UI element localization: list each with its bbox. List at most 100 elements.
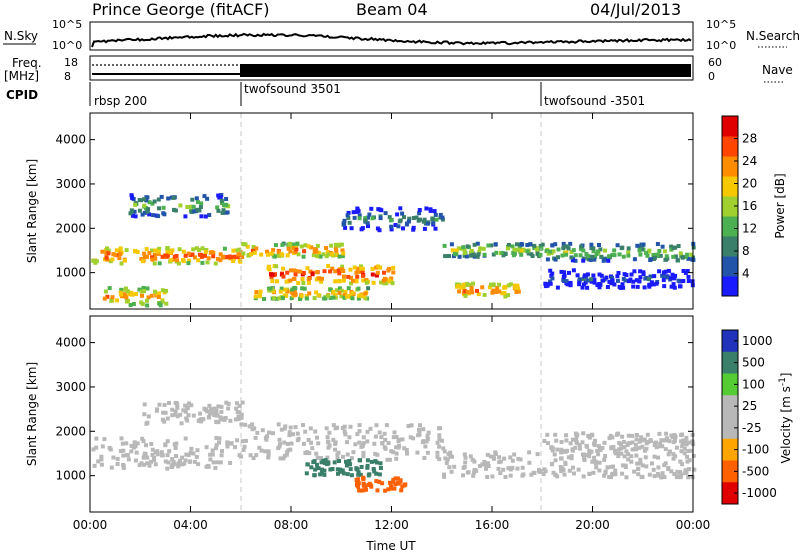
power-cell <box>276 250 281 254</box>
velocity-cell <box>546 441 550 446</box>
velocity-cell <box>452 464 457 469</box>
velocity-cell <box>210 448 215 453</box>
velocity-cell <box>226 406 231 411</box>
power-cell <box>634 278 639 283</box>
velocity-cell <box>372 469 377 474</box>
velocity-cell <box>132 440 137 445</box>
power-cell <box>342 293 347 298</box>
velocity-cell <box>645 432 650 437</box>
power-cell <box>658 253 663 258</box>
power-cell <box>350 296 355 301</box>
power-cell <box>172 254 177 259</box>
velocity-cell <box>185 405 190 410</box>
power-cell <box>333 295 338 300</box>
velocity-cell <box>145 461 150 466</box>
velocity-cell <box>620 434 625 439</box>
power-cell <box>641 242 646 247</box>
power-cell <box>491 252 496 257</box>
power-cell <box>626 253 631 258</box>
y-tick-label: 3000 <box>55 380 86 394</box>
power-cell <box>337 290 342 295</box>
velocity-cell <box>383 488 388 493</box>
power-cell <box>381 278 386 283</box>
velocity-cell <box>480 462 485 467</box>
velocity-cell <box>325 455 330 460</box>
power-cell <box>532 246 537 251</box>
power-cell <box>469 253 473 258</box>
power-cell <box>639 247 644 252</box>
velocity-cell <box>553 473 558 477</box>
velocity-colorbar-label-close: ] <box>779 373 793 378</box>
power-cell <box>117 256 122 261</box>
velocity-cell <box>160 417 165 422</box>
power-cell <box>315 270 320 275</box>
power-cell <box>401 226 405 231</box>
velocity-cell <box>316 466 321 471</box>
velocity-cell <box>672 433 677 438</box>
power-cell <box>231 248 236 253</box>
velocity-cell <box>328 467 333 472</box>
power-colorbar-swatch <box>722 156 738 177</box>
velocity-cell <box>226 401 231 406</box>
velocity-cell <box>613 472 618 477</box>
power-cell <box>234 248 239 253</box>
velocity-cell <box>235 438 240 443</box>
velocity-cell <box>613 448 617 453</box>
power-cell <box>438 212 443 217</box>
power-cell <box>505 246 510 251</box>
power-cell <box>339 288 344 293</box>
velocity-cell <box>308 426 313 431</box>
velocity-cell <box>288 447 293 452</box>
power-cell <box>361 273 366 278</box>
power-cell <box>503 285 508 290</box>
velocity-cell <box>354 478 359 482</box>
power-cell <box>672 276 677 281</box>
power-cell <box>330 252 334 257</box>
power-cell <box>612 282 617 287</box>
velocity-cell <box>218 460 223 465</box>
power-cell <box>195 207 200 212</box>
power-cell <box>132 209 137 214</box>
velocity-cell <box>371 467 376 471</box>
power-cell <box>357 216 362 221</box>
velocity-colorbar-tick-label: -100 <box>742 443 769 457</box>
power-cell <box>254 290 259 295</box>
power-cell <box>661 278 666 283</box>
velocity-cell <box>438 426 443 431</box>
velocity-cell <box>497 455 502 460</box>
velocity-cell <box>691 453 696 458</box>
velocity-cell <box>357 423 362 428</box>
power-cell <box>91 258 96 263</box>
power-cell <box>122 292 127 297</box>
power-cell <box>288 268 293 273</box>
power-cell <box>431 221 436 226</box>
power-cell <box>314 249 319 254</box>
power-cell <box>363 216 368 221</box>
power-cell <box>218 195 223 199</box>
power-cell <box>612 253 617 258</box>
velocity-cell <box>129 449 134 454</box>
power-cell <box>323 296 328 301</box>
power-cell <box>519 252 524 257</box>
power-cell <box>370 266 375 271</box>
velocity-cell <box>629 454 634 459</box>
velocity-cell <box>220 416 225 421</box>
velocity-cell <box>146 414 151 419</box>
power-cell <box>543 281 548 286</box>
power-cell <box>285 270 290 275</box>
velocity-colorbar-swatch <box>722 351 738 374</box>
velocity-cell <box>303 451 308 455</box>
velocity-cell <box>634 433 639 437</box>
power-cell <box>459 285 464 290</box>
power-cell <box>382 281 387 286</box>
power-cell <box>357 269 362 274</box>
velocity-cell <box>314 451 319 456</box>
velocity-cell <box>147 463 152 468</box>
velocity-cell <box>141 455 146 460</box>
power-cell <box>350 291 355 296</box>
power-cell <box>432 209 437 214</box>
power-cell <box>333 247 338 252</box>
power-cell <box>340 248 345 253</box>
velocity-cell <box>603 470 608 475</box>
power-cell <box>301 254 306 259</box>
